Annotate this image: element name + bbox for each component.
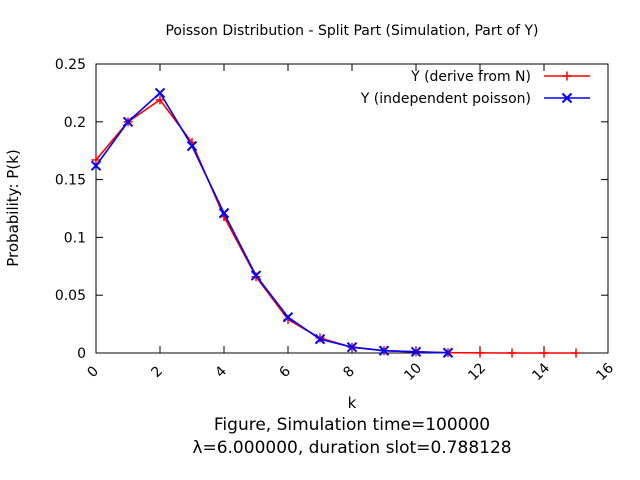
data-point [186,140,198,152]
y-tick-label: 0.15 [55,173,86,189]
data-point [122,116,134,128]
y-tick-label: 0.1 [64,230,86,246]
data-point [91,155,101,165]
data-point [282,311,294,323]
series-line [95,98,576,354]
series-1 [91,95,581,358]
data-point [250,270,262,281]
legend-label: Y (independent poisson) [360,91,531,107]
data-point [507,348,517,358]
x-tick-label: 8 [340,363,358,381]
data-point [90,160,102,171]
legend-marker [562,71,572,81]
data-point [346,342,358,353]
y-axis-label: Probability: P(k) [4,149,22,266]
data-point [475,348,485,358]
x-tick-label: 6 [276,363,294,381]
x-tick-label: 2 [148,363,166,381]
axis-ticks: 0 0.05 0.1 0.15 0.2 0.25 0 2 4 6 8 10 12 14 16 [55,57,617,384]
series-line [95,91,449,354]
x-tick-label: 12 [465,360,489,384]
data-point [154,87,166,99]
x-tick-label: 0 [84,363,102,381]
plot-area-border [95,63,609,354]
caption-line-1: Figure, Simulation time=100000 [214,415,490,435]
data-point [442,347,454,358]
series-2 [90,87,454,358]
y-tick-label: 0.2 [64,115,86,131]
legend: Y (derive from N) Y (independent poisson) [360,69,590,107]
data-point [571,348,581,358]
y-tick-label: 0.05 [55,288,86,304]
x-tick-label: 10 [401,360,425,384]
legend-marker [561,92,573,104]
y-tick-label: 0.25 [55,57,86,73]
legend-label: Y (derive from N) [410,69,531,85]
x-tick-label: 14 [529,360,553,384]
chart-title: Poisson Distribution - Split Part (Simul… [165,23,538,39]
caption-line-2: λ=6.000000, duration slot=0.788128 [192,438,511,458]
x-tick-label: 16 [593,360,617,384]
series-layer [90,87,581,358]
data-point [539,348,549,358]
legend-item: Y (independent poisson) [360,91,590,107]
data-point [314,333,326,345]
data-point [410,346,422,358]
data-point [155,95,165,105]
x-axis-label: k [348,394,357,412]
y-tick-label: 0 [77,346,86,362]
data-point [378,345,390,356]
x-tick-label: 4 [212,363,230,381]
legend-item: Y (derive from N) [410,69,590,85]
data-point [218,207,230,219]
